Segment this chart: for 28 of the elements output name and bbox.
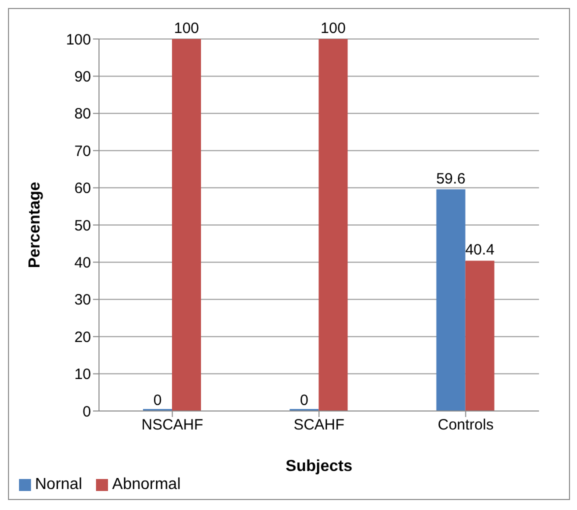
y-tick-label: 10 bbox=[74, 366, 91, 384]
bar bbox=[465, 260, 494, 411]
x-tick-label: Controls bbox=[438, 416, 494, 434]
x-axis-title: Subjects bbox=[286, 458, 352, 475]
y-tick-label: 90 bbox=[74, 68, 91, 86]
legend-label: Abnormal bbox=[111, 476, 181, 494]
bar bbox=[172, 39, 201, 411]
bar bbox=[318, 39, 348, 411]
data-label: 0 bbox=[153, 392, 162, 409]
data-label: 100 bbox=[320, 20, 346, 37]
y-tick-label: 80 bbox=[74, 106, 91, 123]
y-tick-label: 0 bbox=[82, 403, 91, 420]
bar bbox=[436, 189, 466, 411]
y-tick-label: 30 bbox=[74, 292, 91, 309]
y-tick-label: 70 bbox=[74, 142, 91, 160]
x-tick-label: NSCAHF bbox=[141, 416, 204, 434]
data-label: 40.4 bbox=[465, 242, 494, 259]
data-label: 0 bbox=[300, 392, 308, 409]
data-label: 100 bbox=[174, 20, 200, 37]
y-tick-label: 60 bbox=[74, 180, 91, 198]
legend-label: Nornal bbox=[34, 476, 82, 494]
x-tick-label: SCAHF bbox=[294, 416, 344, 434]
y-tick-label: 50 bbox=[74, 217, 91, 234]
y-axis-title: Percentage bbox=[26, 182, 44, 268]
y-tick-label: 40 bbox=[74, 254, 91, 272]
y-tick-label: 100 bbox=[66, 31, 91, 48]
y-tick-label: 20 bbox=[74, 328, 91, 346]
data-label: 59.6 bbox=[436, 170, 466, 188]
